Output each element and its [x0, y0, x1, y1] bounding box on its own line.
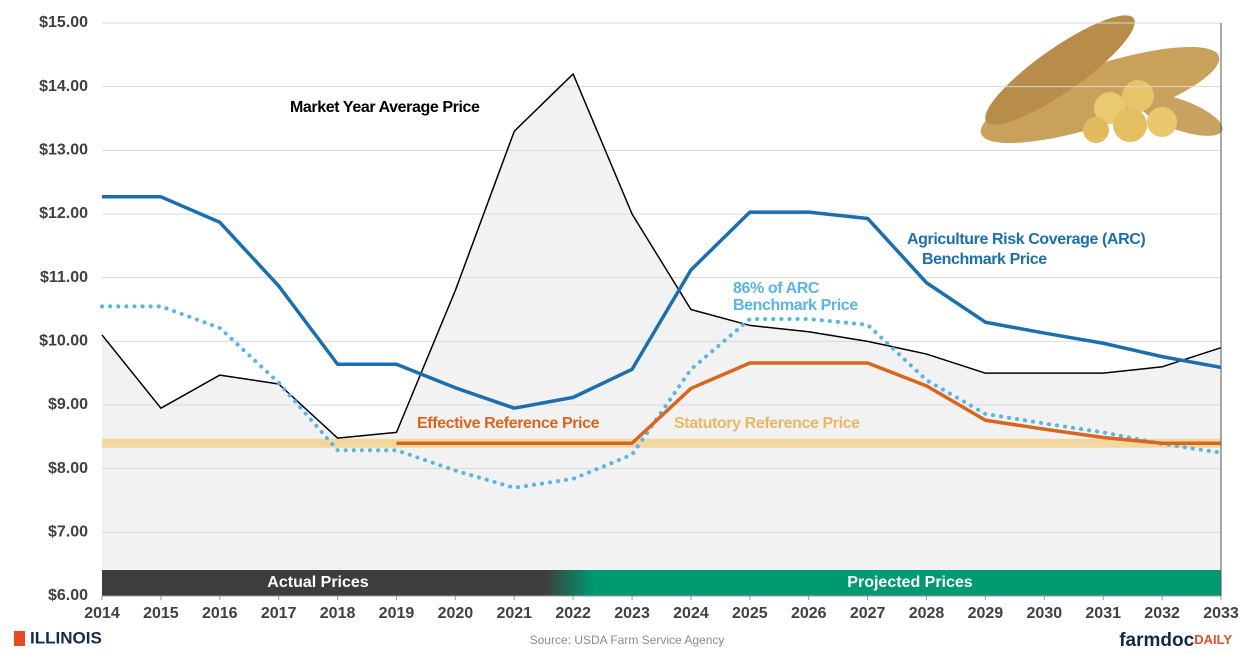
x-tick-label: 2014: [84, 605, 120, 622]
y-tick-label: $14.00: [39, 78, 88, 95]
period-label: Projected Prices: [847, 574, 973, 591]
x-tick-label: 2024: [673, 605, 709, 622]
x-tick-label: 2031: [1085, 605, 1121, 622]
annotation: Effective Reference Price: [417, 415, 600, 432]
x-tick-label: 2033: [1203, 605, 1239, 622]
soybean-image: [972, 0, 1228, 162]
x-tick-label: 2032: [1144, 605, 1180, 622]
farmdoc-logo: farmdocDAILY: [1119, 630, 1232, 649]
y-tick-label: $10.00: [39, 333, 88, 350]
y-tick-label: $7.00: [48, 524, 88, 541]
x-tick-label: 2015: [143, 605, 179, 622]
x-tick-label: 2021: [496, 605, 532, 622]
x-tick-label: 2017: [261, 605, 297, 622]
y-tick-label: $11.00: [40, 269, 88, 286]
y-tick-label: $15.00: [39, 14, 88, 31]
y-tick-label: $9.00: [48, 396, 88, 413]
x-tick-label: 2020: [438, 605, 474, 622]
x-tick-label: 2028: [909, 605, 945, 622]
daily-word: DAILY: [1194, 632, 1232, 647]
illinois-logo: ILLINOIS: [30, 628, 102, 647]
annotation: Benchmark Price: [922, 251, 1047, 268]
annotation: Market Year Average Price: [290, 99, 480, 116]
x-tick-label: 2026: [791, 605, 827, 622]
annotation: 86% of ARC: [733, 280, 820, 297]
source-note: Source: USDA Farm Service Agency: [530, 633, 725, 647]
annotation: Agriculture Risk Coverage (ARC): [907, 231, 1145, 248]
x-tick-label: 2027: [850, 605, 886, 622]
illinois-mark: [14, 631, 25, 646]
annotation: Benchmark Price: [733, 297, 858, 314]
x-tick-label: 2016: [202, 605, 238, 622]
x-tick-label: 2018: [320, 605, 356, 622]
x-tick-label: 2030: [1027, 605, 1063, 622]
chart: Source: USDA Farm Service Agency ILLINOI…: [0, 0, 1244, 649]
annotation: Statutory Reference Price: [674, 415, 860, 432]
farmdoc-word: farmdoc: [1119, 630, 1194, 649]
x-tick-label: 2019: [379, 605, 415, 622]
x-tick-label: 2029: [968, 605, 1004, 622]
x-tick-label: 2023: [614, 605, 650, 622]
x-tick-label: 2022: [555, 605, 591, 622]
y-tick-label: $6.00: [48, 587, 88, 604]
y-tick-label: $8.00: [48, 460, 88, 477]
period-label: Actual Prices: [267, 574, 368, 591]
y-tick-label: $12.00: [39, 205, 88, 222]
y-tick-label: $13.00: [39, 142, 88, 159]
x-tick-label: 2025: [732, 605, 768, 622]
